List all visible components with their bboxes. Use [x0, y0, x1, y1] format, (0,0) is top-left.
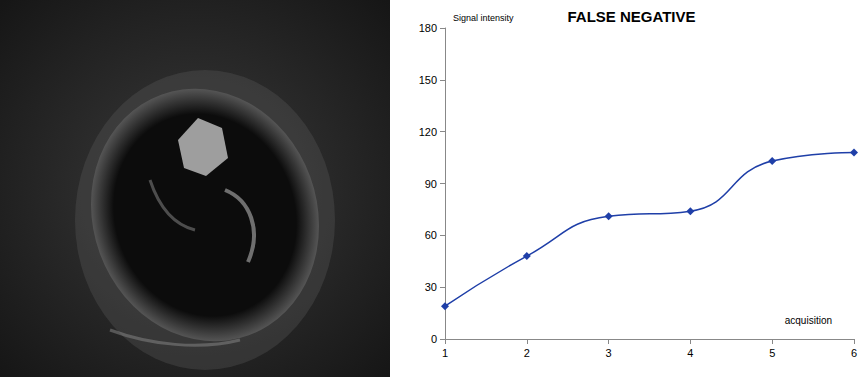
svg-text:90: 90 [425, 178, 437, 190]
svg-text:120: 120 [419, 126, 437, 138]
svg-text:60: 60 [425, 229, 437, 241]
svg-text:Signal intensity: Signal intensity [453, 13, 514, 23]
svg-text:5: 5 [769, 347, 775, 359]
svg-text:acquisition: acquisition [785, 315, 832, 326]
svg-text:1: 1 [442, 347, 448, 359]
svg-text:30: 30 [425, 281, 437, 293]
svg-text:FALSE NEGATIVE: FALSE NEGATIVE [567, 8, 695, 25]
svg-text:6: 6 [851, 347, 857, 359]
svg-text:4: 4 [687, 347, 693, 359]
svg-text:0: 0 [431, 333, 437, 345]
svg-text:150: 150 [419, 74, 437, 86]
svg-text:3: 3 [606, 347, 612, 359]
svg-text:180: 180 [419, 22, 437, 34]
svg-text:2: 2 [524, 347, 530, 359]
